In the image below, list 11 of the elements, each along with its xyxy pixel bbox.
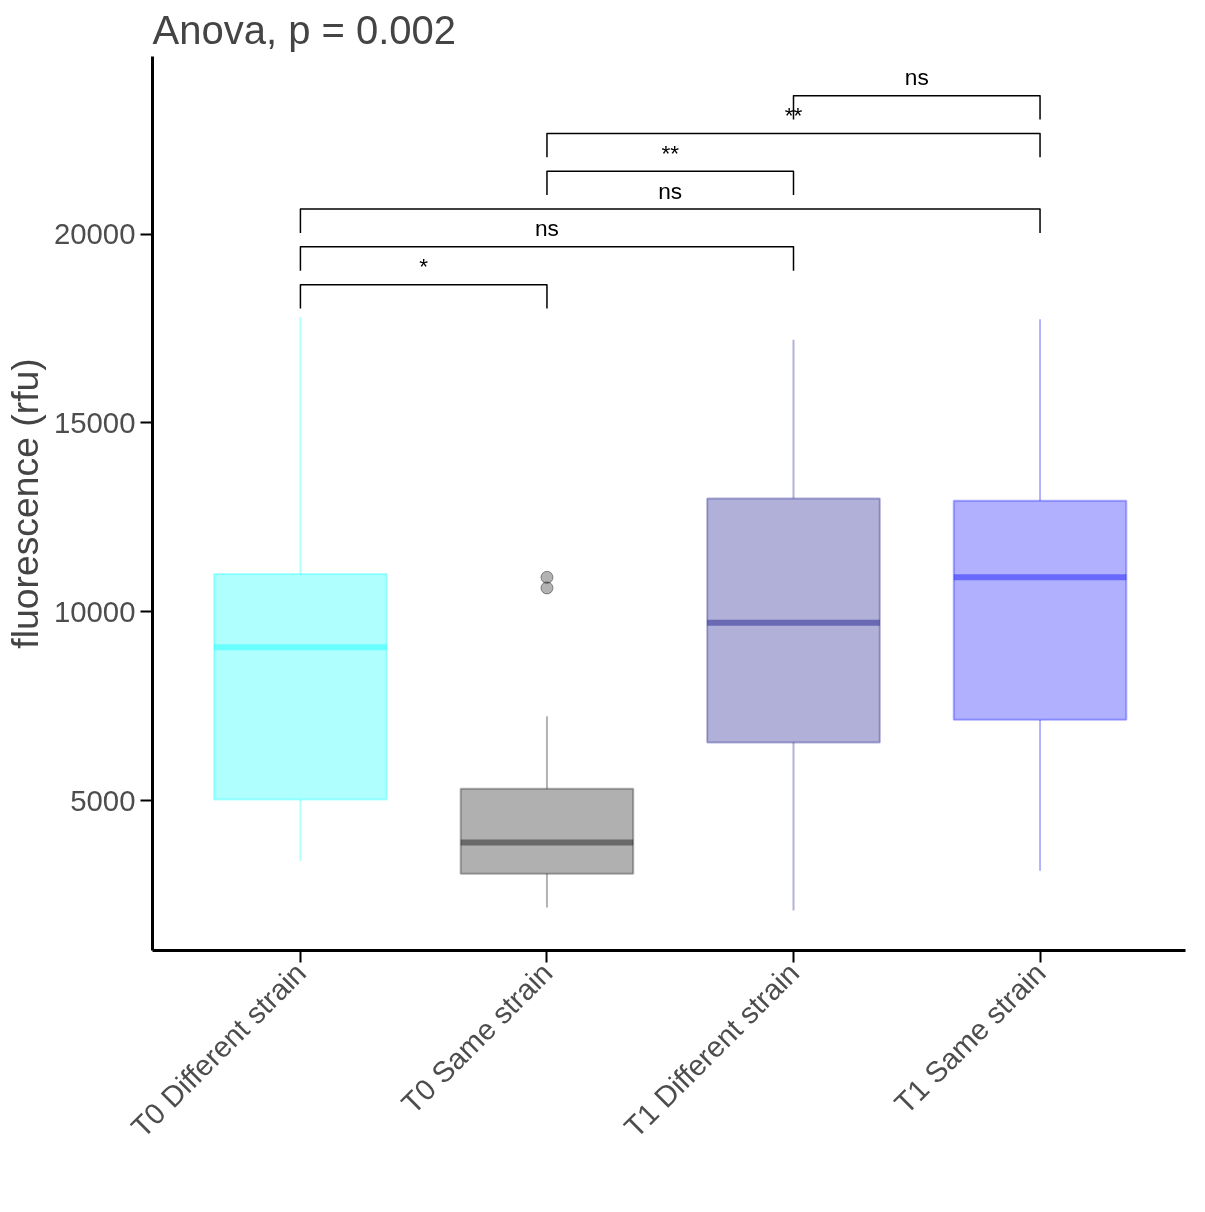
y-tick-label: 15000 [53, 405, 136, 439]
annotation: ns [904, 64, 929, 91]
y-tick-label: 10000 [53, 594, 136, 628]
chart-title: Anova, p = 0.002 [152, 7, 457, 52]
y-axis-title: fluorescence (rfu) [3, 358, 46, 649]
annotation: * [419, 253, 429, 280]
annotation: ns [535, 215, 559, 242]
annotation: ns [658, 177, 683, 204]
annotation: ** [661, 139, 680, 166]
y-tick-label: 20000 [53, 217, 136, 251]
y-tick-label: 5000 [70, 783, 136, 817]
